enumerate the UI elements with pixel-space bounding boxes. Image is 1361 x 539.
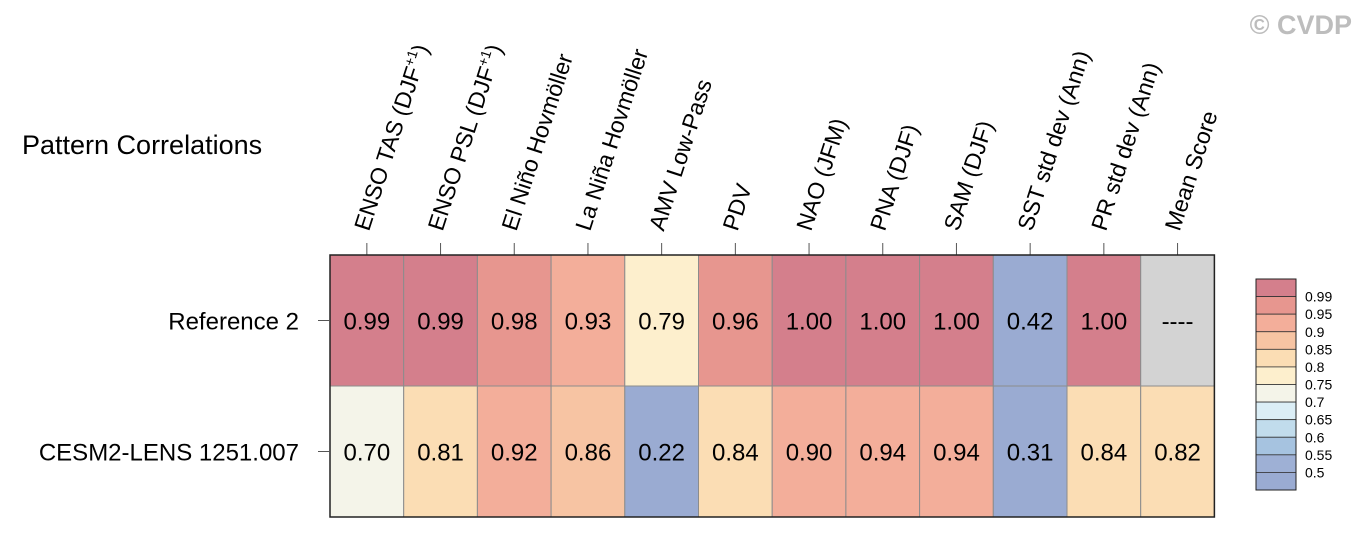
row-label-reference-2: Reference 2	[168, 309, 299, 336]
colorbar-swatch	[1255, 366, 1297, 385]
colorbar-swatch	[1255, 401, 1297, 421]
heatmap-cell	[403, 254, 478, 387]
cell-value-label: 0.96	[712, 309, 759, 336]
column-label-el-nino-hovmoller: El Niño Hovmöller	[496, 50, 578, 233]
column-label-sam-djf: SAM (DJF)	[938, 117, 998, 233]
colorbar-tick-label: 0.5	[1305, 464, 1325, 480]
column-label-pna-djf: PNA (DJF)	[865, 121, 924, 234]
column-label-nao-jfm: NAO (JFM)	[791, 115, 852, 234]
cell-value-label: 0.94	[859, 440, 906, 467]
colorbar-swatch	[1255, 454, 1297, 473]
column-labels: ENSO TAS (DJF+1)ENSO PSL (DJF+1)El Niño …	[348, 41, 1223, 255]
colorbar-tick-label: 0.55	[1305, 447, 1332, 463]
heatmap-cell	[698, 385, 773, 518]
colorbar-tick-label: 0.99	[1305, 289, 1332, 305]
heatmap-cell	[845, 385, 921, 518]
colorbar-tick-label: 0.95	[1305, 306, 1332, 322]
cell-value-label: 0.86	[565, 440, 612, 467]
cell-value-label: 0.99	[343, 309, 390, 336]
colorbar-tick-label: 0.6	[1305, 429, 1325, 445]
column-label-enso-tas-djf-1: ENSO TAS (DJF+1)	[348, 41, 434, 234]
row-label-cesm2-lens-1251-007: CESM2-LENS 1251.007	[39, 440, 299, 467]
cell-value-label: 0.84	[1080, 440, 1127, 467]
colorbar-tick-label: 0.8	[1305, 359, 1325, 375]
colorbar-tick-label: 0.7	[1305, 394, 1325, 410]
heatmap-cell	[403, 385, 478, 518]
colorbar-tick-label: 0.9	[1305, 324, 1325, 340]
heatmap-cell	[1140, 385, 1215, 518]
chart-title: Pattern Correlations	[22, 130, 262, 160]
heatmap-cell	[771, 385, 847, 518]
heatmap-cell	[550, 385, 626, 518]
cell-value-label: 0.22	[638, 440, 685, 467]
heatmap-cell	[329, 254, 405, 387]
heatmap-frame	[329, 254, 1216, 518]
cell-value-label: 0.82	[1154, 440, 1201, 467]
colorbar-tick-label: 0.85	[1305, 341, 1332, 357]
colorbar-tick-label: 0.75	[1305, 377, 1332, 393]
cell-value-label: 0.90	[786, 440, 833, 467]
heatmap-grid: 0.99 0.99 0.98 0.93 0.79 0.96 1.00 1.00 1.00 0.42…	[329, 254, 1216, 518]
column-label-enso-psl-djf-1: ENSO PSL (DJF+1)	[422, 41, 508, 234]
heatmap-cell	[845, 254, 921, 387]
colorbar-swatch	[1255, 384, 1297, 403]
colorbar-swatch	[1255, 348, 1297, 368]
colorbar-swatch	[1255, 331, 1297, 350]
cell-value-label: 0.31	[1007, 440, 1054, 467]
heatmap-cell	[1140, 254, 1215, 387]
cell-value-label: 0.94	[933, 440, 980, 467]
colorbar-swatch	[1255, 436, 1297, 456]
heatmap-cell	[992, 385, 1068, 518]
colorbar: 0.990.95 0.90.85 0.8 0.750.7 0.650.6 0.550.5	[1255, 278, 1332, 491]
column-label-amv-low-pass: AMV Low-Pass	[644, 76, 717, 234]
column-label-mean-score: Mean Score	[1160, 108, 1223, 234]
colorbar-swatch	[1255, 296, 1297, 315]
heatmap-cell	[1066, 254, 1142, 387]
colorbar-swatch	[1255, 278, 1297, 297]
cell-value-label: 1.00	[859, 309, 906, 336]
column-label-pr-std-dev-ann: PR std dev (Ann)	[1086, 59, 1165, 234]
heatmap-cell	[1066, 385, 1142, 518]
heatmap-cell	[771, 254, 847, 387]
cell-value-label: 1.00	[786, 309, 833, 336]
row-labels: Reference 2 CESM2-LENS 1251.007	[39, 309, 330, 467]
heatmap-cell	[624, 385, 699, 518]
colorbar-frame	[1255, 278, 1297, 491]
cell-value-label: 0.99	[417, 309, 464, 336]
cell-value-label: ----	[1162, 309, 1194, 336]
cell-value-label: 0.92	[491, 440, 538, 467]
cell-value-label: 0.81	[417, 440, 464, 467]
watermark: © CVDP	[1250, 10, 1352, 40]
cell-value-label: 0.79	[638, 309, 685, 336]
column-label-pdv: PDV	[717, 180, 757, 234]
cell-value-label: 0.42	[1007, 309, 1054, 336]
colorbar-swatch	[1255, 313, 1297, 333]
cell-value-label: 0.70	[343, 440, 390, 467]
heatmap-cell	[992, 254, 1068, 387]
cell-value-label: 0.98	[491, 309, 538, 336]
cell-value-label: 0.93	[565, 309, 612, 336]
colorbar-swatch	[1255, 472, 1297, 491]
column-label-la-nina-hovmoller: La Niña Hovmöller	[570, 45, 653, 233]
colorbar-swatch	[1255, 419, 1297, 438]
cell-value-label: 0.84	[712, 440, 759, 467]
cell-value-label: 1.00	[1080, 309, 1127, 336]
cell-value-label: 1.00	[933, 309, 980, 336]
column-label-sst-std-dev-ann: SST std dev (Ann)	[1012, 47, 1095, 233]
colorbar-tick-label: 0.65	[1305, 412, 1332, 428]
